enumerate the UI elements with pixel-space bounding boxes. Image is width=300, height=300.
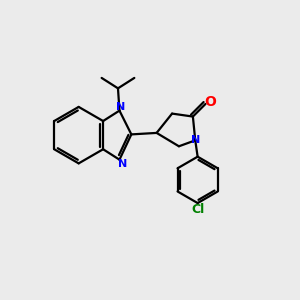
Text: Cl: Cl: [191, 203, 204, 216]
Text: N: N: [190, 135, 200, 145]
Text: N: N: [118, 159, 127, 169]
Text: O: O: [204, 95, 216, 110]
Text: N: N: [116, 102, 126, 112]
